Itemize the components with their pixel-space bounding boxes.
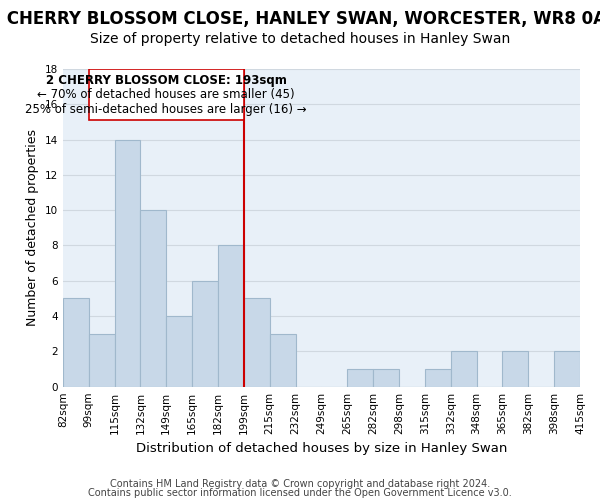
Y-axis label: Number of detached properties: Number of detached properties: [26, 130, 39, 326]
Bar: [166, 316, 192, 386]
Bar: [115, 140, 140, 386]
Bar: [425, 369, 451, 386]
Text: 2 CHERRY BLOSSOM CLOSE: 193sqm: 2 CHERRY BLOSSOM CLOSE: 193sqm: [46, 74, 287, 88]
Text: ← 70% of detached houses are smaller (45): ← 70% of detached houses are smaller (45…: [37, 88, 295, 102]
Bar: [140, 210, 166, 386]
Bar: [63, 298, 89, 386]
Bar: [451, 352, 476, 386]
Bar: [269, 334, 296, 386]
X-axis label: Distribution of detached houses by size in Hanley Swan: Distribution of detached houses by size …: [136, 442, 507, 455]
Text: Contains public sector information licensed under the Open Government Licence v3: Contains public sector information licen…: [88, 488, 512, 498]
Bar: [89, 334, 115, 386]
Bar: [244, 298, 269, 386]
Bar: [554, 352, 580, 386]
Bar: [192, 281, 218, 386]
Bar: [218, 246, 244, 386]
Text: Contains HM Land Registry data © Crown copyright and database right 2024.: Contains HM Land Registry data © Crown c…: [110, 479, 490, 489]
Text: 25% of semi-detached houses are larger (16) →: 25% of semi-detached houses are larger (…: [25, 102, 307, 116]
Bar: [373, 369, 399, 386]
Bar: [347, 369, 373, 386]
Bar: [502, 352, 528, 386]
Text: 2, CHERRY BLOSSOM CLOSE, HANLEY SWAN, WORCESTER, WR8 0AF: 2, CHERRY BLOSSOM CLOSE, HANLEY SWAN, WO…: [0, 10, 600, 28]
Text: Size of property relative to detached houses in Hanley Swan: Size of property relative to detached ho…: [90, 32, 510, 46]
FancyBboxPatch shape: [89, 69, 244, 120]
